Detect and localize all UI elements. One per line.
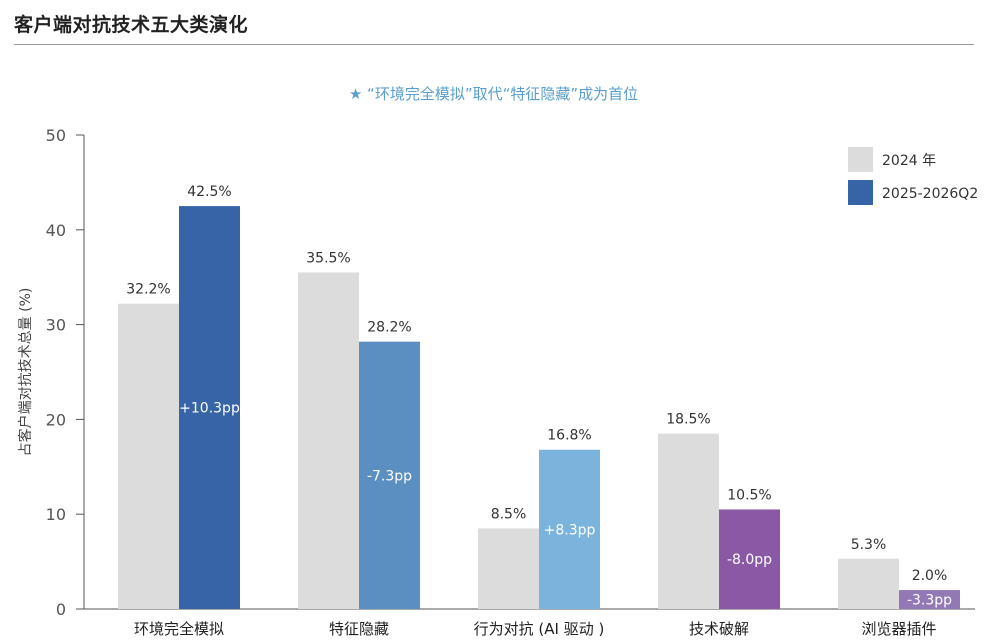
title-divider [14,44,974,45]
data-label-2024: 8.5% [491,506,527,522]
change-label: -8.0pp [727,552,772,568]
bar-2025-2026q2 [719,509,780,609]
bar-2024 [658,433,719,609]
data-label-2025-2026q2: 28.2% [367,320,411,336]
data-label-2025-2026q2: 10.5% [727,487,771,503]
y-tick-label: 10 [46,505,66,524]
legend-swatch-2024 [848,147,873,172]
bar-2025-2026q2 [179,206,240,609]
bar-2024 [298,272,359,609]
bar-2025-2026q2 [539,449,600,609]
bar-2025-2026q2 [359,341,420,609]
y-tick-label: 20 [46,410,66,429]
y-tick-label: 50 [46,126,66,145]
legend-swatch-2025-2026q2 [848,180,873,205]
y-tick-label: 0 [56,600,66,619]
page-title: 客户端对抗技术五大类演化 [14,14,249,36]
y-tick-label: 30 [46,316,66,335]
category-label: 浏览器插件 [861,620,936,638]
data-label-2025-2026q2: 42.5% [187,184,231,200]
y-tick-label: 40 [46,221,66,240]
change-label: +10.3pp [179,401,240,417]
data-label-2024: 32.2% [126,282,170,298]
data-label-2024: 5.3% [851,537,887,553]
category-label: 环境完全模拟 [134,620,224,638]
change-label: +8.3pp [544,522,596,538]
legend-label-2024: 2024 年 [882,153,936,169]
bar-2024 [838,558,899,609]
bar-2025-2026q2 [899,590,960,609]
bar-2024 [478,528,539,609]
chart-subtitle: ★ “环境完全模拟”取代“特征隐藏”成为首位 [348,85,639,103]
change-label: -3.3pp [907,593,952,609]
data-label-2025-2026q2: 2.0% [912,568,948,584]
data-label-2025-2026q2: 16.8% [547,428,591,444]
bar-2024 [118,303,179,609]
legend-label-2025-2026q2: 2025-2026Q2 [882,186,978,202]
change-label: -7.3pp [367,468,412,484]
y-axis-title: 占客户端对抗技术总量 (%) [17,288,34,457]
category-label: 技术破解 [689,620,749,638]
data-label-2024: 35.5% [306,250,350,266]
category-label: 特征隐藏 [329,620,389,638]
category-label: 行为对抗 (AI 驱动 ) [474,620,605,638]
data-label-2024: 18.5% [666,412,710,428]
